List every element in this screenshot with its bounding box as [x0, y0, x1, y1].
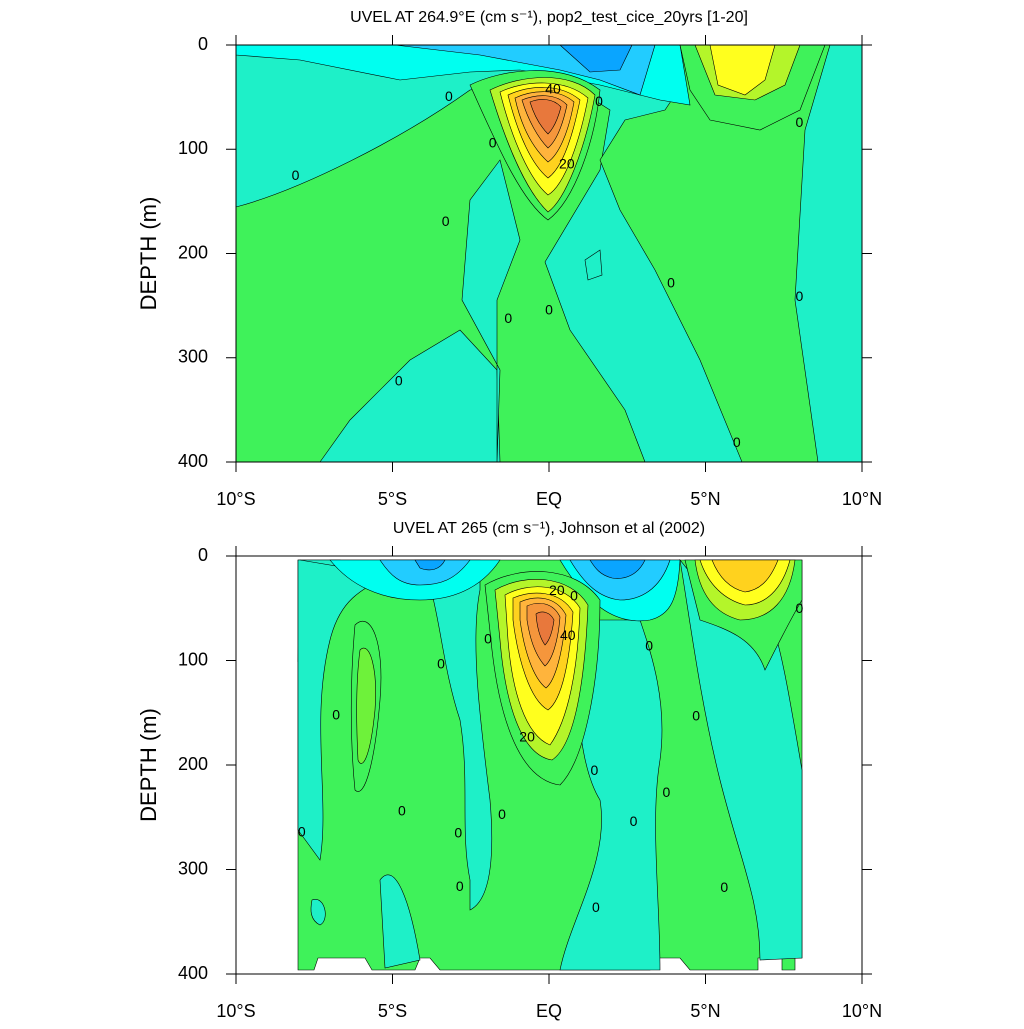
contour-label: 0: [456, 878, 464, 894]
contour-label: 0: [489, 135, 497, 151]
y-tick-label: 200: [178, 754, 208, 774]
contour-label: 0: [595, 93, 603, 109]
contour-label: 0: [484, 630, 492, 646]
y-tick-label: 300: [178, 347, 208, 367]
contour-label: 0: [442, 213, 450, 229]
y-tick-label: 200: [178, 242, 208, 262]
contour-label: 0: [445, 88, 453, 104]
contour-label: 40: [560, 627, 576, 643]
x-tick-label: 10°N: [842, 489, 882, 509]
contour-label: 0: [454, 825, 462, 841]
y-tick-label: 100: [178, 649, 208, 669]
contour-label: 40: [545, 81, 561, 97]
contour-label: 0: [692, 708, 700, 724]
contour-fill-bottom: [297, 558, 803, 971]
y-tick-label: 400: [178, 963, 208, 983]
contour-label: 0: [298, 824, 306, 840]
x-tick-label: 5°N: [690, 1001, 720, 1021]
x-tick-label: 10°S: [216, 489, 255, 509]
contour-label: 0: [592, 899, 600, 915]
contour-fill-top: [235, 44, 863, 463]
contour-label: 20: [549, 582, 565, 598]
contour-label: 0: [796, 600, 804, 616]
contour-label: 0: [630, 813, 638, 829]
x-tick-label: 10°N: [842, 1001, 882, 1021]
contour-label: 0: [733, 434, 741, 450]
contour-label: 0: [590, 762, 598, 778]
contour-label: 0: [292, 167, 300, 183]
y-tick-label: 0: [198, 34, 208, 54]
x-tick-label: 5°S: [378, 489, 407, 509]
x-tick-label: 5°N: [690, 489, 720, 509]
contour-label: 20: [559, 156, 575, 172]
contour-label: 0: [545, 302, 553, 318]
y-tick-label: 300: [178, 858, 208, 878]
contour-label: 0: [332, 707, 340, 723]
x-tick-label: EQ: [536, 489, 562, 509]
y-axis-label: DEPTH (m): [136, 197, 161, 311]
y-tick-label: 0: [198, 545, 208, 565]
contour-label: 0: [796, 114, 804, 130]
y-tick-label: 100: [178, 138, 208, 158]
x-tick-label: 5°S: [378, 1001, 407, 1021]
contour-label: 0: [645, 638, 653, 654]
contour-label: 20: [519, 729, 535, 745]
contour-label: 0: [437, 655, 445, 671]
x-tick-label: EQ: [536, 1001, 562, 1021]
contour-label: 0: [395, 372, 403, 388]
contour-label: 0: [498, 806, 506, 822]
contour-label: 0: [504, 310, 512, 326]
contour-label: 0: [398, 803, 406, 819]
contour-label: 0: [662, 784, 670, 800]
chart-title: UVEL AT 264.9°E (cm s⁻¹), pop2_test_cice…: [350, 9, 748, 26]
contour-label: 0: [570, 587, 578, 603]
contour-label: 0: [667, 274, 675, 290]
chart-title: UVEL AT 265 (cm s⁻¹), Johnson et al (200…: [393, 520, 705, 537]
contour-label: 0: [796, 288, 804, 304]
y-tick-label: 400: [178, 451, 208, 471]
y-axis-label: DEPTH (m): [136, 708, 161, 822]
contour-label: 0: [720, 879, 728, 895]
x-tick-label: 10°S: [216, 1001, 255, 1021]
